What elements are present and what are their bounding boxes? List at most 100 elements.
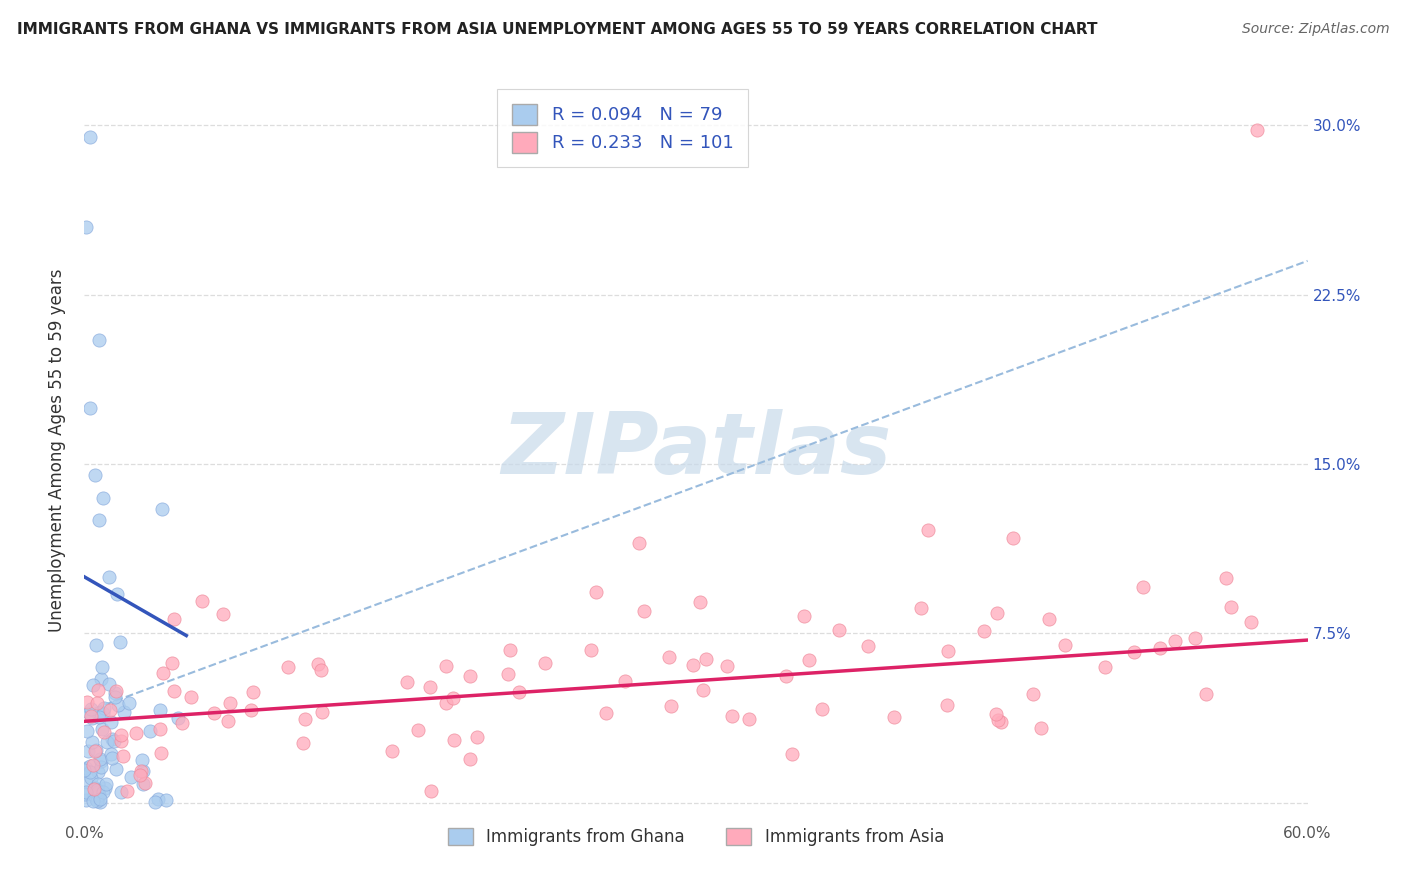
Point — [695, 652, 717, 666]
Point — [79, 764, 101, 779]
Point — [307, 657, 329, 671]
Point — [160, 657, 183, 671]
Point — [170, 715, 193, 730]
Point — [460, 752, 482, 766]
Point — [84, 792, 107, 806]
Text: IMMIGRANTS FROM GHANA VS IMMIGRANTS FROM ASIA UNEMPLOYMENT AMONG AGES 55 TO 59 Y: IMMIGRANTS FROM GHANA VS IMMIGRANTS FROM… — [17, 22, 1097, 37]
Point — [434, 658, 457, 673]
Point — [1094, 660, 1116, 674]
Point — [110, 734, 132, 748]
Point — [219, 696, 242, 710]
Point — [146, 791, 169, 805]
Text: ZIPatlas: ZIPatlas — [501, 409, 891, 492]
Point — [76, 695, 98, 709]
Point — [309, 663, 332, 677]
Point — [990, 715, 1012, 730]
Point — [94, 780, 117, 795]
Point — [84, 638, 107, 652]
Point — [132, 777, 155, 791]
Point — [87, 788, 110, 802]
Point — [103, 734, 125, 748]
Point — [212, 607, 235, 622]
Point — [80, 702, 103, 716]
Point — [120, 770, 142, 784]
Point — [775, 669, 797, 683]
Point — [149, 723, 172, 737]
Point — [96, 735, 118, 749]
Point — [1149, 640, 1171, 655]
Point — [150, 502, 173, 516]
Point — [496, 666, 519, 681]
Point — [87, 765, 110, 780]
Point — [498, 643, 520, 657]
Point — [80, 709, 103, 723]
Point — [131, 753, 153, 767]
Point — [83, 788, 105, 802]
Point — [75, 761, 97, 775]
Point — [129, 764, 152, 779]
Point — [107, 587, 129, 601]
Point — [166, 711, 188, 725]
Point — [1184, 631, 1206, 645]
Point — [419, 680, 441, 694]
Point — [692, 683, 714, 698]
Point — [108, 635, 131, 649]
Point — [87, 706, 110, 720]
Point — [720, 709, 742, 723]
Point — [458, 669, 481, 683]
Point — [1215, 571, 1237, 585]
Point — [240, 703, 263, 717]
Point — [1219, 599, 1241, 614]
Point — [627, 536, 650, 550]
Point — [917, 524, 939, 538]
Point — [811, 702, 834, 716]
Point — [465, 730, 488, 744]
Point — [97, 570, 120, 584]
Point — [87, 513, 110, 527]
Point — [202, 706, 225, 720]
Point — [115, 784, 138, 798]
Point — [134, 776, 156, 790]
Point — [107, 698, 129, 713]
Point — [420, 784, 443, 798]
Point — [986, 707, 1008, 722]
Point — [82, 793, 104, 807]
Point — [1132, 581, 1154, 595]
Point — [100, 714, 122, 729]
Point — [100, 703, 122, 717]
Point — [87, 333, 110, 347]
Point — [83, 744, 105, 758]
Point — [406, 723, 429, 738]
Point — [793, 609, 815, 624]
Point — [73, 763, 96, 777]
Point — [84, 785, 107, 799]
Point — [1053, 638, 1076, 652]
Point — [277, 660, 299, 674]
Point — [110, 785, 132, 799]
Point — [80, 710, 103, 724]
Point — [780, 747, 803, 761]
Point — [585, 585, 607, 599]
Point — [77, 706, 100, 720]
Point — [90, 673, 112, 687]
Point — [91, 660, 114, 674]
Point — [1038, 612, 1060, 626]
Point — [75, 793, 97, 807]
Point — [105, 684, 128, 698]
Point — [149, 702, 172, 716]
Point — [534, 656, 557, 670]
Point — [1002, 531, 1025, 545]
Point — [682, 657, 704, 672]
Point — [100, 747, 122, 762]
Point — [89, 751, 111, 765]
Point — [90, 754, 112, 768]
Point — [112, 705, 135, 719]
Point — [180, 690, 202, 705]
Point — [633, 603, 655, 617]
Point — [987, 714, 1010, 728]
Point — [1240, 615, 1263, 630]
Point — [86, 696, 108, 710]
Point — [82, 678, 104, 692]
Point — [83, 468, 105, 483]
Legend: Immigrants from Ghana, Immigrants from Asia: Immigrants from Ghana, Immigrants from A… — [441, 822, 950, 853]
